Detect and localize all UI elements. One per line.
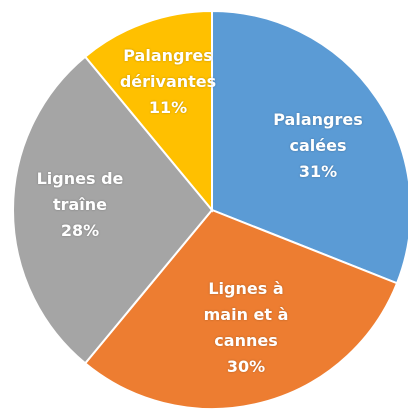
value-label: 31%	[298, 162, 338, 181]
pie-slice	[211, 9, 408, 285]
category-label: Palangres calées	[273, 110, 363, 155]
slice-label: Lignes à main et à cannes 30%	[192, 276, 300, 380]
pie-slice	[83, 9, 213, 213]
category-label: Lignes à main et à cannes	[203, 279, 289, 350]
value-label: 11%	[148, 98, 188, 117]
slice-label: Lignes de traîne 28%	[30, 166, 130, 244]
slice-label: Palangres calées 31%	[268, 107, 368, 185]
pie-slice	[12, 55, 214, 365]
value-label: 28%	[60, 221, 100, 240]
category-label: Palangres dérivantes	[119, 46, 217, 91]
pie-slice	[83, 208, 399, 410]
slice-label: Palangres dérivantes 11%	[113, 43, 223, 121]
category-label: Lignes de traîne	[36, 169, 124, 214]
value-label: 30%	[226, 357, 266, 376]
